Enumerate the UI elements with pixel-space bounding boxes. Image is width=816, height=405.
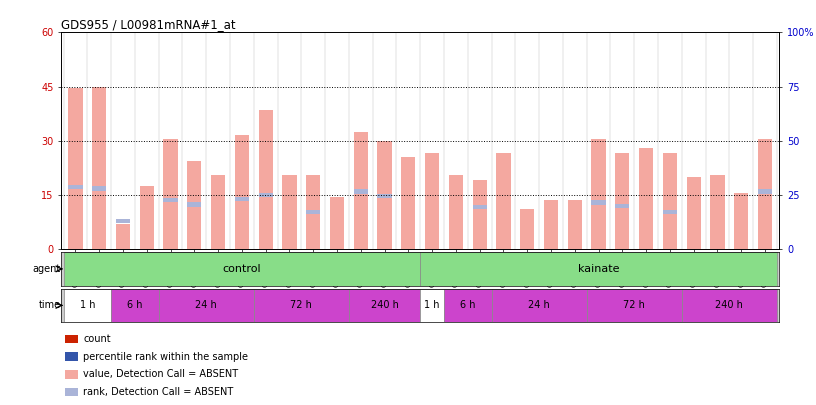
Bar xyxy=(259,193,273,197)
Bar xyxy=(378,141,392,249)
Bar xyxy=(187,161,202,249)
Text: 1 h: 1 h xyxy=(80,301,95,310)
Bar xyxy=(686,177,701,249)
Bar xyxy=(544,200,558,249)
Bar xyxy=(615,204,629,208)
Text: time: time xyxy=(38,301,60,310)
Bar xyxy=(163,198,178,202)
Bar xyxy=(568,200,582,249)
Bar xyxy=(64,352,78,361)
Bar xyxy=(663,210,677,214)
Bar xyxy=(64,289,111,322)
Bar xyxy=(349,289,420,322)
Bar xyxy=(353,132,368,249)
Bar xyxy=(491,289,587,322)
Bar xyxy=(64,252,420,286)
Text: 72 h: 72 h xyxy=(290,301,313,310)
Text: 240 h: 240 h xyxy=(370,301,398,310)
Bar xyxy=(306,210,321,214)
Bar xyxy=(158,289,254,322)
Bar xyxy=(520,209,534,249)
Bar xyxy=(592,139,605,249)
Bar xyxy=(330,197,344,249)
Text: control: control xyxy=(223,264,261,274)
Text: value, Detection Call = ABSENT: value, Detection Call = ABSENT xyxy=(83,369,238,379)
Bar xyxy=(592,200,605,205)
Bar xyxy=(496,153,511,249)
Bar xyxy=(378,194,392,198)
Text: percentile rank within the sample: percentile rank within the sample xyxy=(83,352,248,362)
Bar xyxy=(187,202,202,207)
Text: count: count xyxy=(83,334,111,344)
Bar xyxy=(69,185,82,190)
Bar xyxy=(758,190,772,194)
Bar xyxy=(235,135,249,249)
Text: agent: agent xyxy=(33,264,60,274)
Bar xyxy=(111,289,158,322)
Bar xyxy=(420,289,444,322)
Bar xyxy=(259,110,273,249)
Bar xyxy=(472,205,487,209)
Bar xyxy=(444,289,491,322)
Text: kainate: kainate xyxy=(578,264,619,274)
Bar xyxy=(92,186,106,191)
Text: 24 h: 24 h xyxy=(195,301,217,310)
Text: 6 h: 6 h xyxy=(127,301,143,310)
Bar xyxy=(306,175,321,249)
Bar xyxy=(710,175,725,249)
Bar xyxy=(663,153,677,249)
Bar xyxy=(682,289,777,322)
Bar xyxy=(116,224,131,249)
Bar xyxy=(420,252,777,286)
Bar xyxy=(353,190,368,194)
Bar xyxy=(472,181,487,249)
Text: rank, Detection Call = ABSENT: rank, Detection Call = ABSENT xyxy=(83,387,233,397)
Bar xyxy=(254,289,349,322)
Text: 1 h: 1 h xyxy=(424,301,440,310)
Text: 6 h: 6 h xyxy=(460,301,476,310)
Bar xyxy=(64,335,78,343)
Bar xyxy=(163,139,178,249)
Bar xyxy=(235,197,249,201)
Bar xyxy=(758,139,772,249)
Bar xyxy=(92,87,106,249)
Text: 240 h: 240 h xyxy=(716,301,743,310)
Bar xyxy=(587,289,682,322)
Bar xyxy=(425,153,439,249)
Bar xyxy=(401,157,415,249)
Bar xyxy=(615,153,629,249)
Bar xyxy=(282,175,296,249)
Text: 24 h: 24 h xyxy=(528,301,550,310)
Bar xyxy=(69,88,82,249)
Bar xyxy=(140,186,154,249)
Text: 72 h: 72 h xyxy=(623,301,645,310)
Bar xyxy=(64,388,78,396)
Bar xyxy=(449,175,463,249)
Text: GDS955 / L00981mRNA#1_at: GDS955 / L00981mRNA#1_at xyxy=(61,18,236,31)
Bar xyxy=(116,219,131,223)
Bar xyxy=(64,370,78,379)
Bar xyxy=(734,193,748,249)
Bar xyxy=(211,175,225,249)
Bar xyxy=(639,148,654,249)
